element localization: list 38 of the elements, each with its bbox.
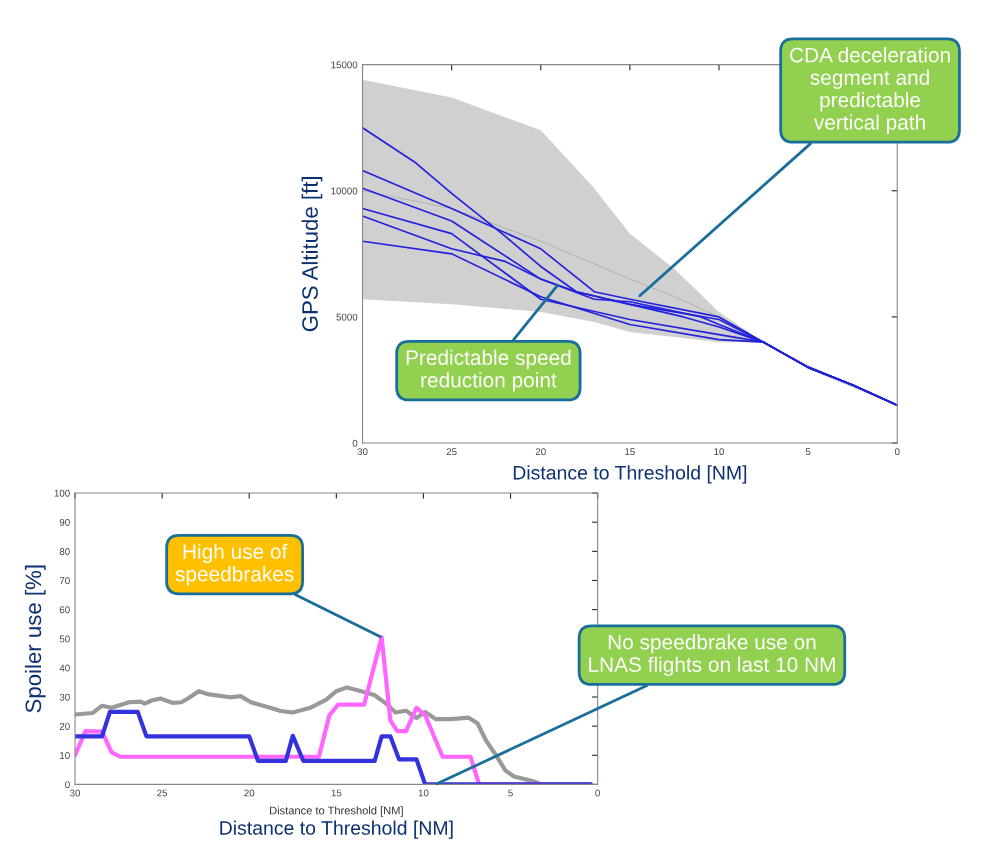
annotation: CDA deceleration segment and predictable vertical path — [790, 47, 950, 134]
x-tick-label: 10 — [418, 789, 429, 797]
x-axis-title: Distance to Threshold [NM] — [220, 820, 453, 839]
y-tick-label: 70 — [59, 577, 70, 585]
annotation: High use of speedbrakes — [175, 543, 294, 586]
y-tick-label: 15000 — [331, 61, 358, 69]
x-tick-label: 25 — [157, 789, 168, 797]
x-tick-label: 0 — [595, 789, 600, 797]
y-tick-label: 10 — [60, 752, 70, 759]
y-tick-label: 40 — [59, 664, 70, 672]
x-tick-label: 30 — [69, 789, 81, 797]
y-axis-title: GPS Altitude [ft] — [301, 177, 323, 332]
y-tick-label: 80 — [59, 548, 70, 555]
x-tick-label: 25 — [446, 448, 457, 456]
x-tick-label: 5 — [805, 448, 811, 456]
y-tick-label: 60 — [59, 606, 70, 614]
x-tick-label: 15 — [625, 448, 635, 456]
x-tick-label: 5 — [508, 789, 513, 797]
x-tick-label: 15 — [331, 789, 342, 797]
y-tick-label: 20 — [59, 722, 70, 730]
y-tick-label: 10000 — [331, 187, 358, 195]
x-tick-label: 20 — [244, 789, 255, 797]
y-tick-label: 50 — [59, 635, 70, 643]
annotation: Predictable speed reduction point — [406, 349, 571, 392]
y-tick-label: 90 — [59, 518, 70, 526]
y-tick-label: 30 — [59, 693, 70, 701]
x-tick-label: 30 — [357, 448, 368, 456]
y-axis-title: Spoiler use [%] — [24, 565, 46, 713]
x-axis-title: Distance to Threshold [NM] — [513, 465, 747, 484]
x-tick-label: 10 — [714, 448, 725, 456]
x-tick-label: 20 — [535, 448, 546, 456]
annotation: No speedbrake use on LNAS flights on last 10 NM — [589, 634, 835, 677]
y-tick-label: 0 — [352, 439, 358, 447]
y-tick-label: 5000 — [336, 313, 358, 321]
text: Distance to Threshold [NM] — [270, 806, 403, 817]
x-tick-label: 0 — [894, 448, 900, 456]
y-tick-label: 100 — [54, 489, 70, 497]
y-tick-label: 0 — [65, 781, 70, 789]
